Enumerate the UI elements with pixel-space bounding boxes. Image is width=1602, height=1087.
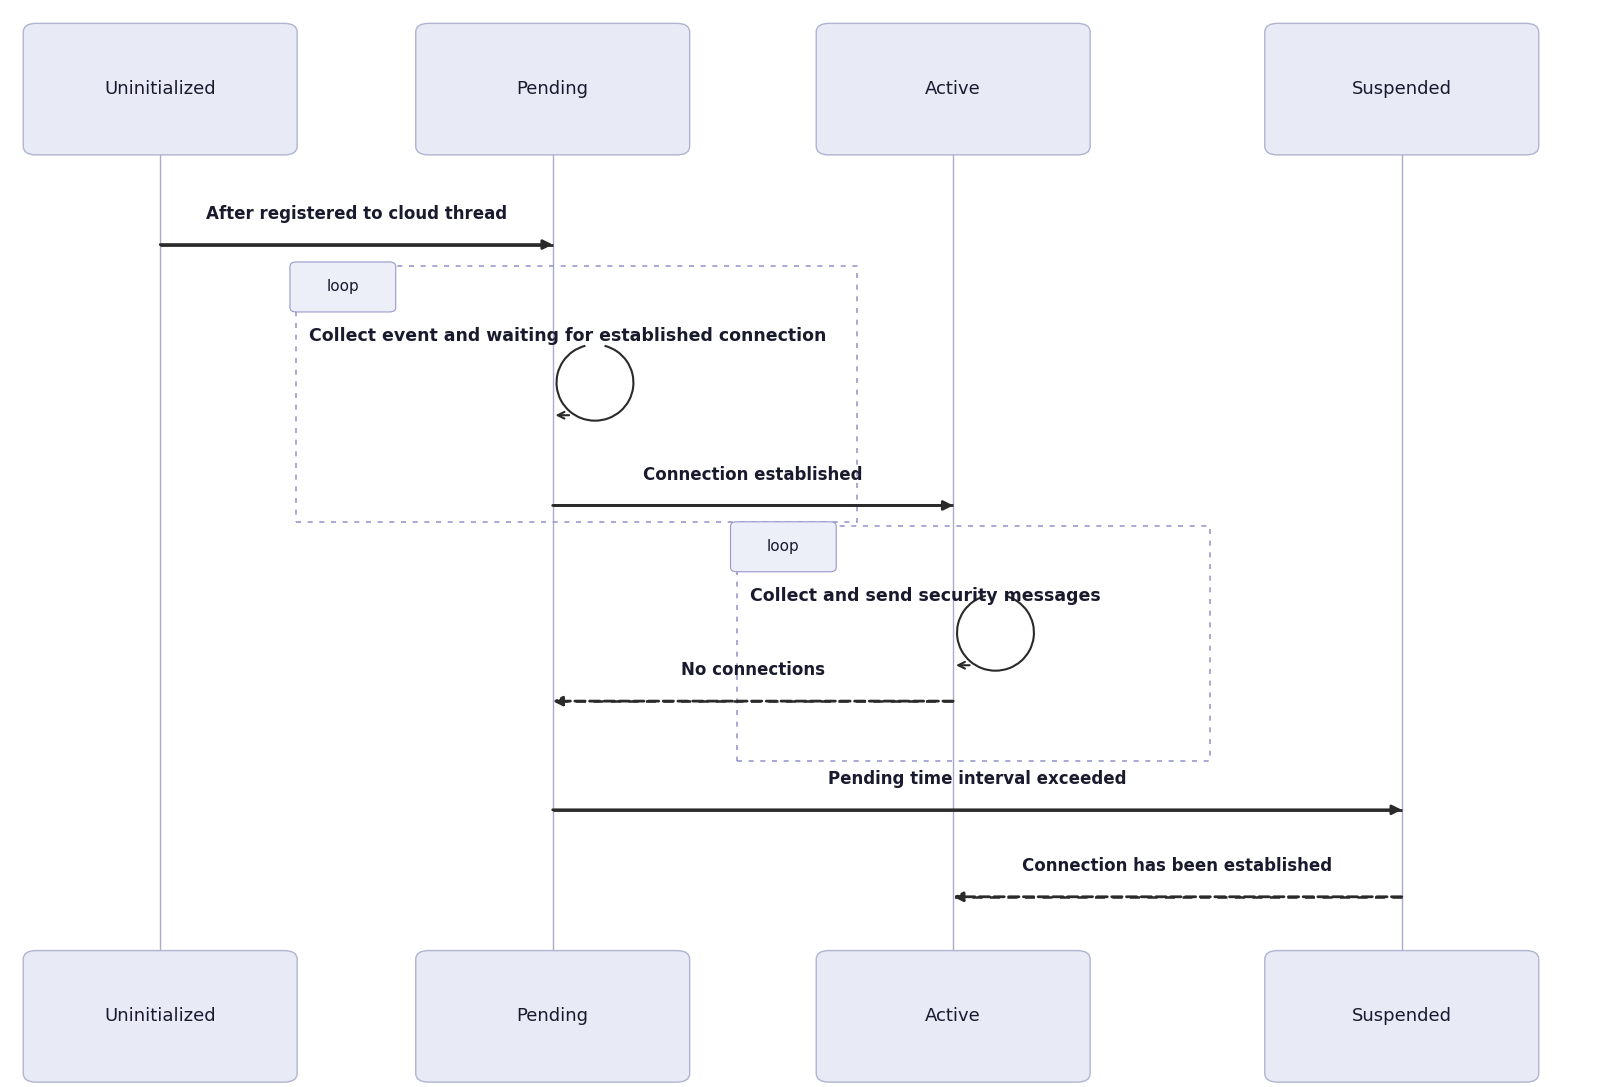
Text: Uninitialized: Uninitialized <box>104 80 216 98</box>
FancyBboxPatch shape <box>290 262 396 312</box>
Text: Suspended: Suspended <box>1352 1008 1451 1025</box>
Text: Connection established: Connection established <box>642 465 863 484</box>
Text: Uninitialized: Uninitialized <box>104 1008 216 1025</box>
FancyBboxPatch shape <box>415 23 689 154</box>
Text: Collect and send security messages: Collect and send security messages <box>750 587 1101 605</box>
FancyBboxPatch shape <box>815 23 1089 154</box>
FancyBboxPatch shape <box>1266 23 1538 154</box>
Text: Connection has been established: Connection has been established <box>1022 857 1333 875</box>
FancyBboxPatch shape <box>415 950 689 1083</box>
Text: loop: loop <box>767 539 799 554</box>
Text: Suspended: Suspended <box>1352 80 1451 98</box>
Text: Collect event and waiting for established connection: Collect event and waiting for establishe… <box>309 327 827 346</box>
Text: Active: Active <box>926 1008 980 1025</box>
Text: No connections: No connections <box>681 661 825 679</box>
FancyBboxPatch shape <box>24 950 298 1083</box>
FancyBboxPatch shape <box>24 23 298 154</box>
Text: After registered to cloud thread: After registered to cloud thread <box>207 204 506 223</box>
Text: loop: loop <box>327 279 359 295</box>
FancyBboxPatch shape <box>1266 950 1538 1083</box>
FancyBboxPatch shape <box>731 522 836 572</box>
Bar <box>296 266 857 522</box>
Bar <box>737 526 1210 761</box>
FancyBboxPatch shape <box>815 950 1089 1083</box>
Text: Active: Active <box>926 80 980 98</box>
Text: Pending: Pending <box>517 80 588 98</box>
Text: Pending: Pending <box>517 1008 588 1025</box>
Text: Pending time interval exceeded: Pending time interval exceeded <box>828 770 1126 788</box>
